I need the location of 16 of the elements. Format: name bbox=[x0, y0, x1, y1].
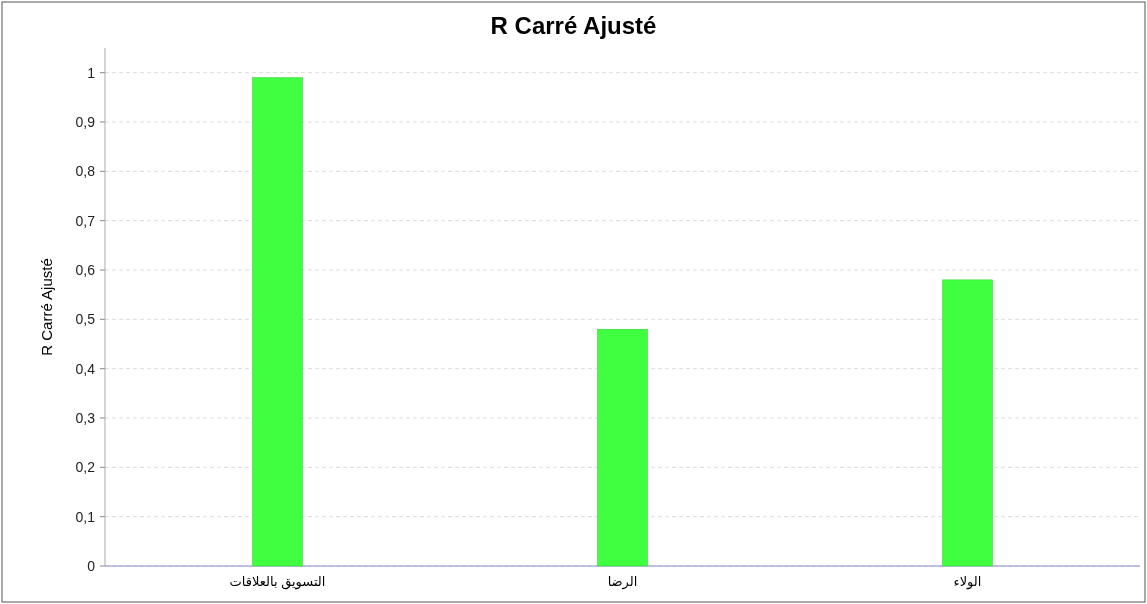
y-tick-label: 0,7 bbox=[75, 212, 96, 229]
y-tick-label: 0,2 bbox=[75, 459, 96, 476]
x-tick-label: الولاء bbox=[953, 574, 982, 590]
y-tick-label: 0,5 bbox=[75, 311, 96, 328]
y-tick-label: 0,6 bbox=[75, 262, 96, 278]
x-tick-label: التسويق بالعلاقات bbox=[229, 574, 326, 590]
chart-title: R Carré Ajusté bbox=[490, 12, 657, 39]
y-tick-label: 0,4 bbox=[75, 360, 96, 377]
y-tick-label: 0,1 bbox=[75, 508, 96, 525]
x-tick-label: الرضا bbox=[607, 574, 638, 590]
y-tick-label: 0,8 bbox=[75, 163, 96, 180]
y-axis-title: R Carré Ajusté bbox=[38, 258, 55, 356]
y-tick-label: 0,3 bbox=[75, 410, 96, 426]
y-tick-label: 0,9 bbox=[75, 114, 96, 130]
y-tick-label: 0 bbox=[87, 558, 96, 574]
y-tick-label: 1 bbox=[87, 64, 96, 81]
